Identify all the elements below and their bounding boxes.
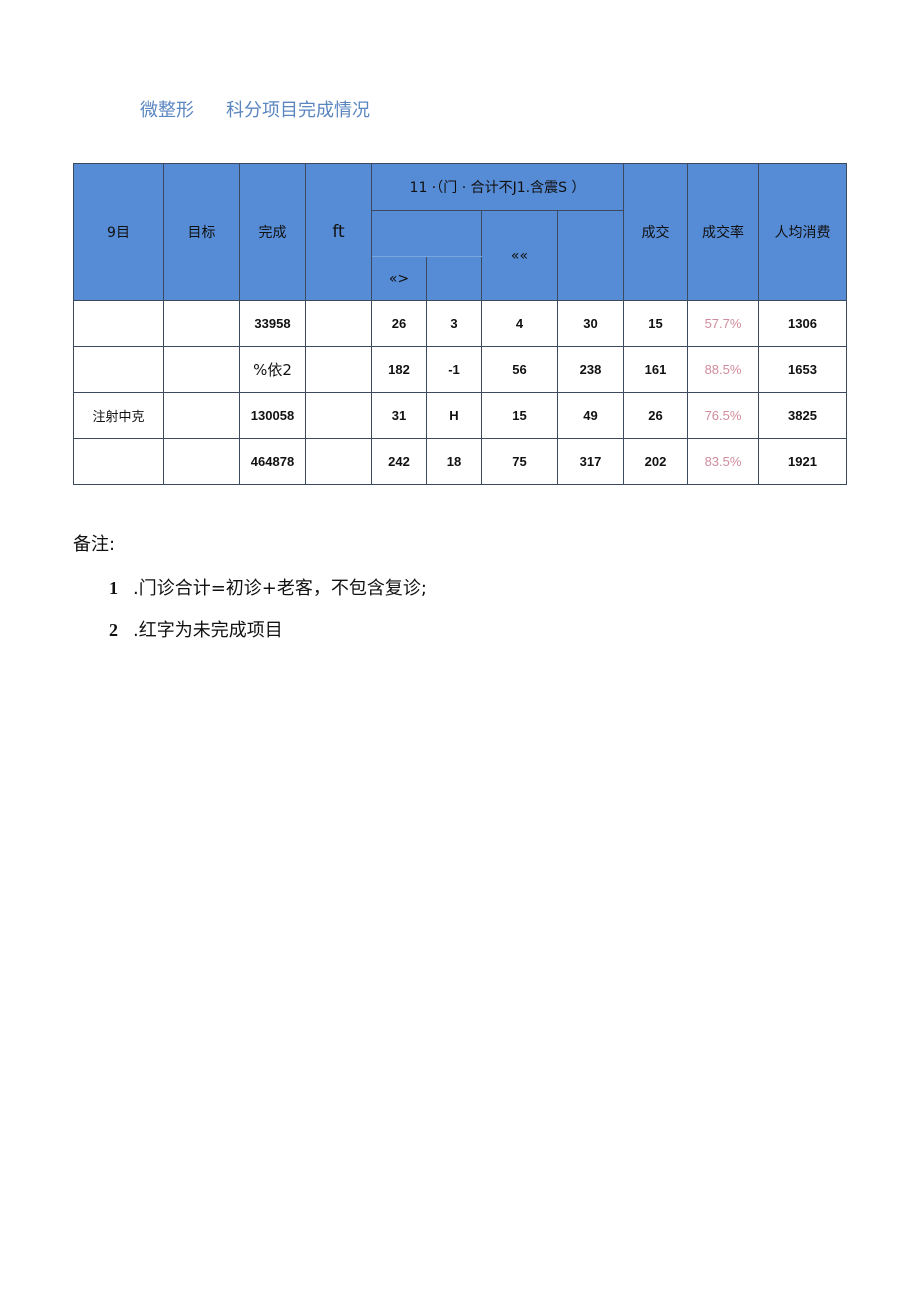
cell-c3: 56 bbox=[481, 346, 558, 393]
cell-target bbox=[163, 300, 240, 347]
cell-c2: H bbox=[426, 392, 482, 439]
cell-deal: 15 bbox=[623, 300, 688, 347]
completion-table: 9目 目标 完成 ft 11 ·（门 · 合计不J1.含震S ） 成交 成交率 … bbox=[73, 163, 847, 485]
cell-deal: 26 bbox=[623, 392, 688, 439]
cell-c3: 4 bbox=[481, 300, 558, 347]
cell-c1: 182 bbox=[371, 346, 427, 393]
cell-done: 130058 bbox=[239, 392, 306, 439]
cell-avg: 3825 bbox=[758, 392, 847, 439]
note-text: .红字为未完成项目 bbox=[133, 620, 283, 641]
note-number: 2 bbox=[109, 620, 118, 640]
cell-deal: 161 bbox=[623, 346, 688, 393]
cell-ft bbox=[305, 300, 372, 347]
cell-c4: 238 bbox=[557, 346, 624, 393]
header-group: 11 ·（门 · 合计不J1.含震S ） bbox=[371, 163, 624, 211]
cell-name bbox=[73, 346, 164, 393]
note-item: 2 .红字为未完成项目 bbox=[109, 616, 283, 642]
header-sub-b: «« bbox=[481, 210, 558, 301]
cell-avg: 1921 bbox=[758, 438, 847, 485]
page-title: 微整形 科分项目完成情况 bbox=[140, 96, 370, 122]
cell-name bbox=[73, 438, 164, 485]
cell-avg: 1653 bbox=[758, 346, 847, 393]
cell-name: 注射中克 bbox=[73, 392, 164, 439]
cell-c2: 18 bbox=[426, 438, 482, 485]
cell-target bbox=[163, 346, 240, 393]
cell-rate: 76.5% bbox=[687, 392, 759, 439]
header-deal-rate: 成交率 bbox=[687, 163, 759, 301]
table-row: 464878 242 18 75 317 202 83.5% 1921 bbox=[73, 438, 847, 485]
cell-c1: 242 bbox=[371, 438, 427, 485]
cell-c2: -1 bbox=[426, 346, 482, 393]
cell-target bbox=[163, 438, 240, 485]
header-sub-a: «> bbox=[371, 256, 427, 301]
header-target: 目标 bbox=[163, 163, 240, 301]
cell-c1: 26 bbox=[371, 300, 427, 347]
header-ft: ft bbox=[305, 163, 372, 301]
cell-ft bbox=[305, 438, 372, 485]
cell-done: 33958 bbox=[239, 300, 306, 347]
notes-heading: 备注: bbox=[73, 534, 116, 555]
header-sub-a2 bbox=[426, 256, 482, 301]
cell-target bbox=[163, 392, 240, 439]
cell-ft bbox=[305, 346, 372, 393]
note-text: .门诊合计=初诊+老客，不包含复诊; bbox=[133, 578, 427, 599]
cell-name bbox=[73, 300, 164, 347]
cell-c4: 30 bbox=[557, 300, 624, 347]
cell-c2: 3 bbox=[426, 300, 482, 347]
header-subgroup bbox=[371, 210, 482, 257]
cell-c4: 317 bbox=[557, 438, 624, 485]
header-sub-empty bbox=[557, 210, 624, 301]
note-number: 1 bbox=[109, 578, 118, 598]
title-part-1: 微整形 bbox=[140, 100, 194, 121]
cell-deal: 202 bbox=[623, 438, 688, 485]
note-item: 1 .门诊合计=初诊+老客，不包含复诊; bbox=[109, 574, 427, 600]
cell-c3: 75 bbox=[481, 438, 558, 485]
table-row: 33958 26 3 4 30 15 57.7% 1306 bbox=[73, 300, 847, 347]
header-project: 9目 bbox=[73, 163, 164, 301]
title-part-2: 科分项目完成情况 bbox=[226, 100, 370, 121]
cell-c1: 31 bbox=[371, 392, 427, 439]
cell-done: %依2 bbox=[239, 346, 306, 393]
cell-c4: 49 bbox=[557, 392, 624, 439]
cell-c3: 15 bbox=[481, 392, 558, 439]
cell-rate: 83.5% bbox=[687, 438, 759, 485]
header-deal: 成交 bbox=[623, 163, 688, 301]
header-avg-spend: 人均消费 bbox=[758, 163, 847, 301]
cell-ft bbox=[305, 392, 372, 439]
cell-rate: 88.5% bbox=[687, 346, 759, 393]
table-row: %依2 182 -1 56 238 161 88.5% 1653 bbox=[73, 346, 847, 393]
header-done: 完成 bbox=[239, 163, 306, 301]
cell-avg: 1306 bbox=[758, 300, 847, 347]
cell-done: 464878 bbox=[239, 438, 306, 485]
cell-rate: 57.7% bbox=[687, 300, 759, 347]
table-row: 注射中克 130058 31 H 15 49 26 76.5% 3825 bbox=[73, 392, 847, 439]
